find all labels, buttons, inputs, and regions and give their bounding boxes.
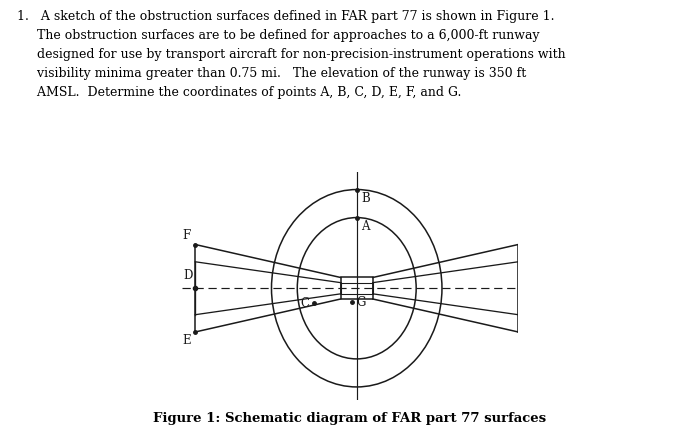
Text: A: A [361,220,370,233]
Text: 1.   A sketch of the obstruction surfaces defined in FAR part 77 is shown in Fig: 1. A sketch of the obstruction surfaces … [18,10,566,99]
Text: F: F [183,229,190,242]
Bar [341,282,373,294]
Text: Figure 1: Schematic diagram of FAR part 77 surfaces: Figure 1: Schematic diagram of FAR part … [153,411,547,425]
Text: D: D [183,268,193,282]
Bar [341,278,373,299]
Text: E: E [182,334,190,347]
Text: B: B [361,192,370,205]
Text: C: C [300,297,309,310]
Text: G: G [356,296,365,309]
